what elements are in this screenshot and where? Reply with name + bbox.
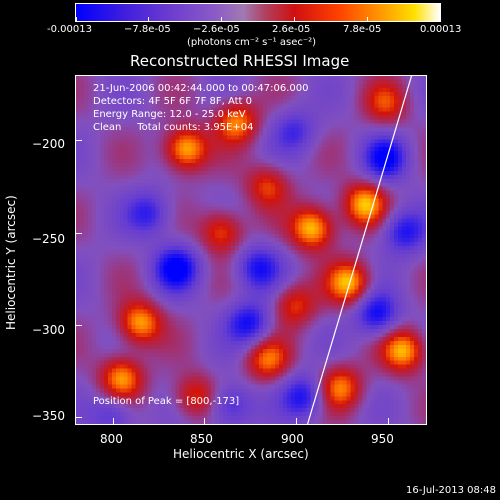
rhessi-image: 21-Jun-2006 00:42:44.000 to 00:47:06.000… — [75, 75, 427, 425]
colorbar-label-5: 0.00013 — [420, 24, 462, 35]
y-tick — [76, 140, 82, 142]
colorbar — [75, 3, 441, 22]
colorbar-label-0: -0.00013 — [47, 24, 92, 35]
x-tick-label-850: 850 — [190, 432, 213, 446]
plot-title: Reconstructed RHESSI Image — [130, 52, 350, 70]
y-tick — [76, 324, 82, 326]
x-tick-label-950: 950 — [371, 432, 394, 446]
colorbar-label-1: −7.8e-05 — [124, 24, 171, 35]
annotation-energy-range: Energy Range: 12.0 - 25.0 keV — [93, 109, 246, 120]
annotation-time-range: 21-Jun-2006 00:42:44.000 to 00:47:06.000 — [93, 83, 309, 94]
annotation-clean-counts: Clean Total counts: 3.95E+04 — [93, 122, 254, 133]
x-tick — [112, 418, 114, 424]
annotation-peak-position: Position of Peak = [800,-173] — [93, 396, 240, 407]
y-tick-label-350: −350 — [32, 409, 65, 423]
footer-timestamp: 16-Jul-2013 08:48 — [405, 485, 496, 496]
x-tick-label-800: 800 — [100, 432, 123, 446]
colorbar-label-3: 2.6e-05 — [272, 24, 311, 35]
y-tick — [76, 416, 82, 418]
colorbar-label-4: 7.8e-05 — [343, 24, 382, 35]
limb-line — [306, 76, 413, 424]
heatmap-canvas — [76, 76, 426, 424]
colorbar-unit: (photons cm⁻² s⁻¹ asec⁻²) — [187, 37, 317, 48]
x-axis-title: Heliocentric X (arcsec) — [173, 447, 309, 461]
y-tick — [76, 232, 82, 234]
x-tick — [387, 418, 389, 424]
y-tick-label-200: −200 — [32, 137, 65, 151]
annotation-detectors: Detectors: 4F 5F 6F 7F 8F, Att 0 — [93, 96, 253, 107]
colorbar-label-2: −2.6e-05 — [193, 24, 240, 35]
x-tick — [296, 418, 297, 424]
y-tick-label-250: −250 — [32, 232, 65, 246]
x-tick — [204, 418, 206, 424]
x-tick-label-900: 900 — [281, 432, 304, 446]
y-tick-label-300: −300 — [32, 323, 65, 337]
y-axis-title: Heliocentric Y (arcsec) — [4, 195, 18, 330]
